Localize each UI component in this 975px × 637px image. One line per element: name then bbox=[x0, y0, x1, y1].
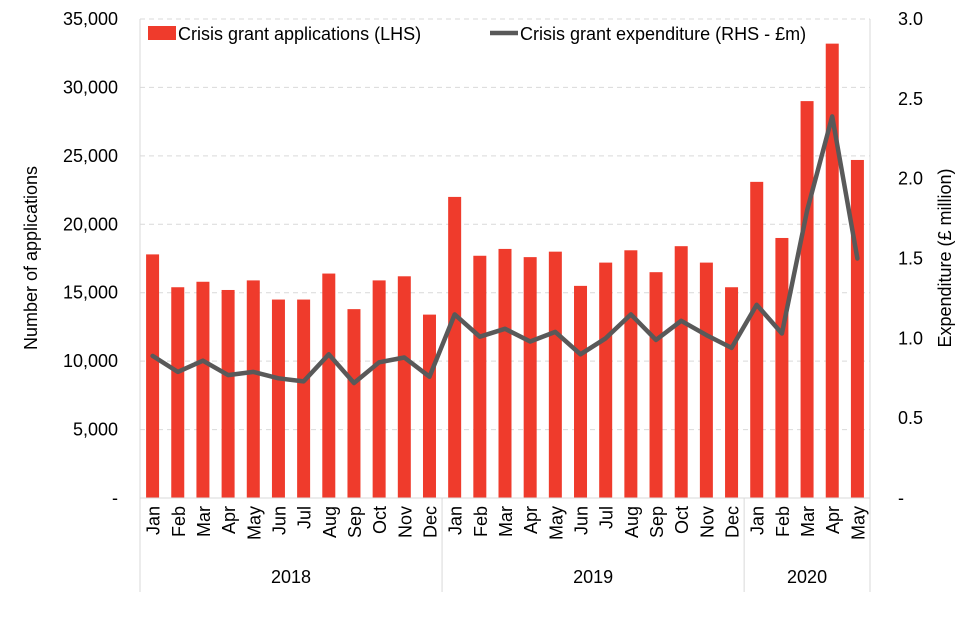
bar-applications bbox=[246, 280, 260, 498]
legend-swatch-applications bbox=[148, 26, 176, 40]
month-label: Oct bbox=[672, 506, 692, 534]
month-label: Aug bbox=[622, 506, 642, 538]
right-tick-label: 3.0 bbox=[898, 9, 923, 29]
left-tick-label: 10,000 bbox=[63, 351, 118, 371]
year-label: 2020 bbox=[787, 567, 827, 587]
bar-applications bbox=[574, 285, 588, 498]
month-label: Mar bbox=[194, 506, 214, 537]
applications-bars bbox=[146, 43, 864, 499]
bar-applications bbox=[196, 281, 210, 498]
month-label: Nov bbox=[395, 506, 415, 538]
right-tick-label: 2.0 bbox=[898, 169, 923, 189]
month-label: Oct bbox=[370, 506, 390, 534]
left-axis-title: Number of applications bbox=[21, 166, 41, 350]
left-tick-label: 20,000 bbox=[63, 214, 118, 234]
legend-label-applications: Crisis grant applications (LHS) bbox=[178, 24, 421, 44]
month-label: Sep bbox=[647, 506, 667, 538]
legend-label-expenditure: Crisis grant expenditure (RHS - £m) bbox=[520, 24, 806, 44]
month-label: Jul bbox=[295, 506, 315, 529]
month-label: Feb bbox=[169, 506, 189, 537]
left-tick-label: 30,000 bbox=[63, 77, 118, 97]
right-axis-ticks: - 0.5 1.0 1.5 2.0 2.5 3.0 bbox=[898, 9, 923, 508]
bar-applications bbox=[271, 299, 285, 498]
bar-applications bbox=[297, 299, 311, 498]
bar-applications bbox=[775, 237, 789, 498]
bar-applications bbox=[146, 254, 160, 498]
month-label: Dec bbox=[421, 506, 441, 538]
month-label: Apr bbox=[521, 506, 541, 534]
bar-applications bbox=[674, 246, 688, 498]
axes bbox=[139, 19, 871, 499]
month-label: Jan bbox=[446, 506, 466, 535]
month-label: Feb bbox=[773, 506, 793, 537]
x-axis-month-labels: Jan Feb Mar Apr May Jun Jul Aug Sep Oct Nov Dec Jan F… bbox=[144, 506, 869, 540]
bar-applications bbox=[171, 287, 185, 498]
right-tick-label: 0.5 bbox=[898, 408, 923, 428]
month-label: Jan bbox=[748, 506, 768, 535]
left-axis-ticks: - 5,000 10,000 15,000 20,000 25,000 30,000 35,0… bbox=[63, 9, 118, 508]
bar-applications bbox=[800, 101, 814, 498]
year-label: 2018 bbox=[271, 567, 311, 587]
year-label: 2019 bbox=[573, 567, 613, 587]
month-label: Jun bbox=[269, 506, 289, 535]
month-label: Jan bbox=[144, 506, 164, 535]
left-tick-label: 5,000 bbox=[73, 420, 118, 440]
month-label: Jul bbox=[597, 506, 617, 529]
month-label: May bbox=[546, 506, 566, 540]
month-label: Feb bbox=[471, 506, 491, 537]
bar-applications bbox=[448, 196, 462, 498]
bar-applications bbox=[699, 262, 713, 498]
bar-applications bbox=[624, 250, 638, 498]
bar-applications bbox=[473, 255, 487, 498]
bar-applications bbox=[397, 276, 411, 498]
bar-applications bbox=[221, 289, 235, 498]
bar-applications bbox=[750, 181, 764, 499]
x-axis-year-labels: 2018 2019 2020 bbox=[139, 498, 871, 592]
bar-applications bbox=[498, 248, 512, 498]
right-tick-label: 2.5 bbox=[898, 89, 923, 109]
bar-applications bbox=[372, 280, 386, 498]
month-label: May bbox=[848, 506, 868, 540]
month-label: Nov bbox=[697, 506, 717, 538]
month-label: Mar bbox=[496, 506, 516, 537]
bar-applications bbox=[825, 43, 839, 499]
left-tick-label: - bbox=[112, 488, 118, 508]
left-tick-label: 25,000 bbox=[63, 146, 118, 166]
month-label: Sep bbox=[345, 506, 365, 538]
month-label: Dec bbox=[723, 506, 743, 538]
bar-applications bbox=[548, 251, 562, 498]
left-tick-label: 35,000 bbox=[63, 9, 118, 29]
bar-applications bbox=[649, 272, 663, 498]
expenditure-line bbox=[150, 114, 860, 386]
bar-applications bbox=[599, 262, 613, 498]
bar-applications bbox=[850, 159, 864, 498]
bar-applications bbox=[725, 287, 739, 498]
right-tick-label: 1.5 bbox=[898, 249, 923, 269]
right-axis-title: Expenditure (£ million) bbox=[935, 168, 955, 347]
month-label: Mar bbox=[798, 506, 818, 537]
month-label: Apr bbox=[823, 506, 843, 534]
month-label: Apr bbox=[219, 506, 239, 534]
bar-applications bbox=[322, 273, 336, 498]
bar-applications bbox=[347, 309, 361, 498]
right-tick-label: - bbox=[898, 488, 904, 508]
month-label: May bbox=[244, 506, 264, 540]
legend: Crisis grant applications (LHS) Crisis g… bbox=[148, 24, 806, 44]
month-label: Aug bbox=[320, 506, 340, 538]
left-tick-label: 15,000 bbox=[63, 283, 118, 303]
right-tick-label: 1.0 bbox=[898, 328, 923, 348]
bar-applications bbox=[523, 257, 537, 498]
month-label: Jun bbox=[572, 506, 592, 535]
bar-applications bbox=[422, 314, 436, 498]
